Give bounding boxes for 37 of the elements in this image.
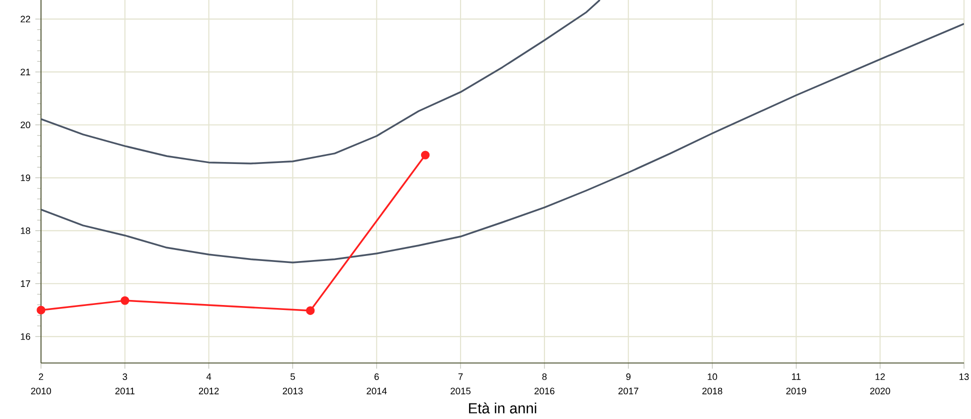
y-tick-label: 21 <box>20 68 30 76</box>
x2-tick-label: 2018 <box>702 388 722 394</box>
x2-tick-label: 2020 <box>870 388 890 394</box>
x2-tick-label: 2013 <box>282 388 303 394</box>
y-tick-label: 18 <box>20 227 30 234</box>
point <box>36 306 46 314</box>
x-tick-label: 5 <box>290 373 295 380</box>
point <box>120 296 130 305</box>
x-tick-label: 3 <box>122 373 128 380</box>
x-tick-label: 2 <box>38 373 44 380</box>
y-tick-label: 22 <box>20 16 30 22</box>
x-tick-label: 6 <box>374 373 379 380</box>
x-axis-title: Età in anni <box>469 402 536 414</box>
x-tick-label: 11 <box>792 373 801 380</box>
x2-tick-label: 2011 <box>115 388 134 394</box>
x2-tick-label: 2012 <box>198 388 219 394</box>
point <box>420 150 430 160</box>
x-tick-label: 13 <box>960 373 969 380</box>
y-tick-label: 20 <box>20 122 30 128</box>
x2-tick-label: 2017 <box>618 388 638 394</box>
x-tick-label: 8 <box>542 373 547 380</box>
x-tick-label: 9 <box>626 373 631 380</box>
x-tick-label: 7 <box>458 373 463 380</box>
line-series <box>41 0 601 164</box>
x2-tick-label: 2019 <box>786 388 806 394</box>
x2-tick-label: 2010 <box>31 388 52 394</box>
y-tick-label: 16 <box>20 333 30 340</box>
x-tick-label: 10 <box>708 373 718 380</box>
y-tick-label: 19 <box>20 174 30 182</box>
point <box>306 306 315 315</box>
x-tick-label: 12 <box>876 373 885 380</box>
x2-tick-label: 2014 <box>366 388 387 394</box>
x2-tick-label: 2016 <box>534 388 554 394</box>
y-tick-label: 17 <box>20 280 30 287</box>
x-tick-label: 4 <box>206 373 212 380</box>
line-series <box>41 22 964 264</box>
x2-tick-label: 2015 <box>450 388 471 394</box>
